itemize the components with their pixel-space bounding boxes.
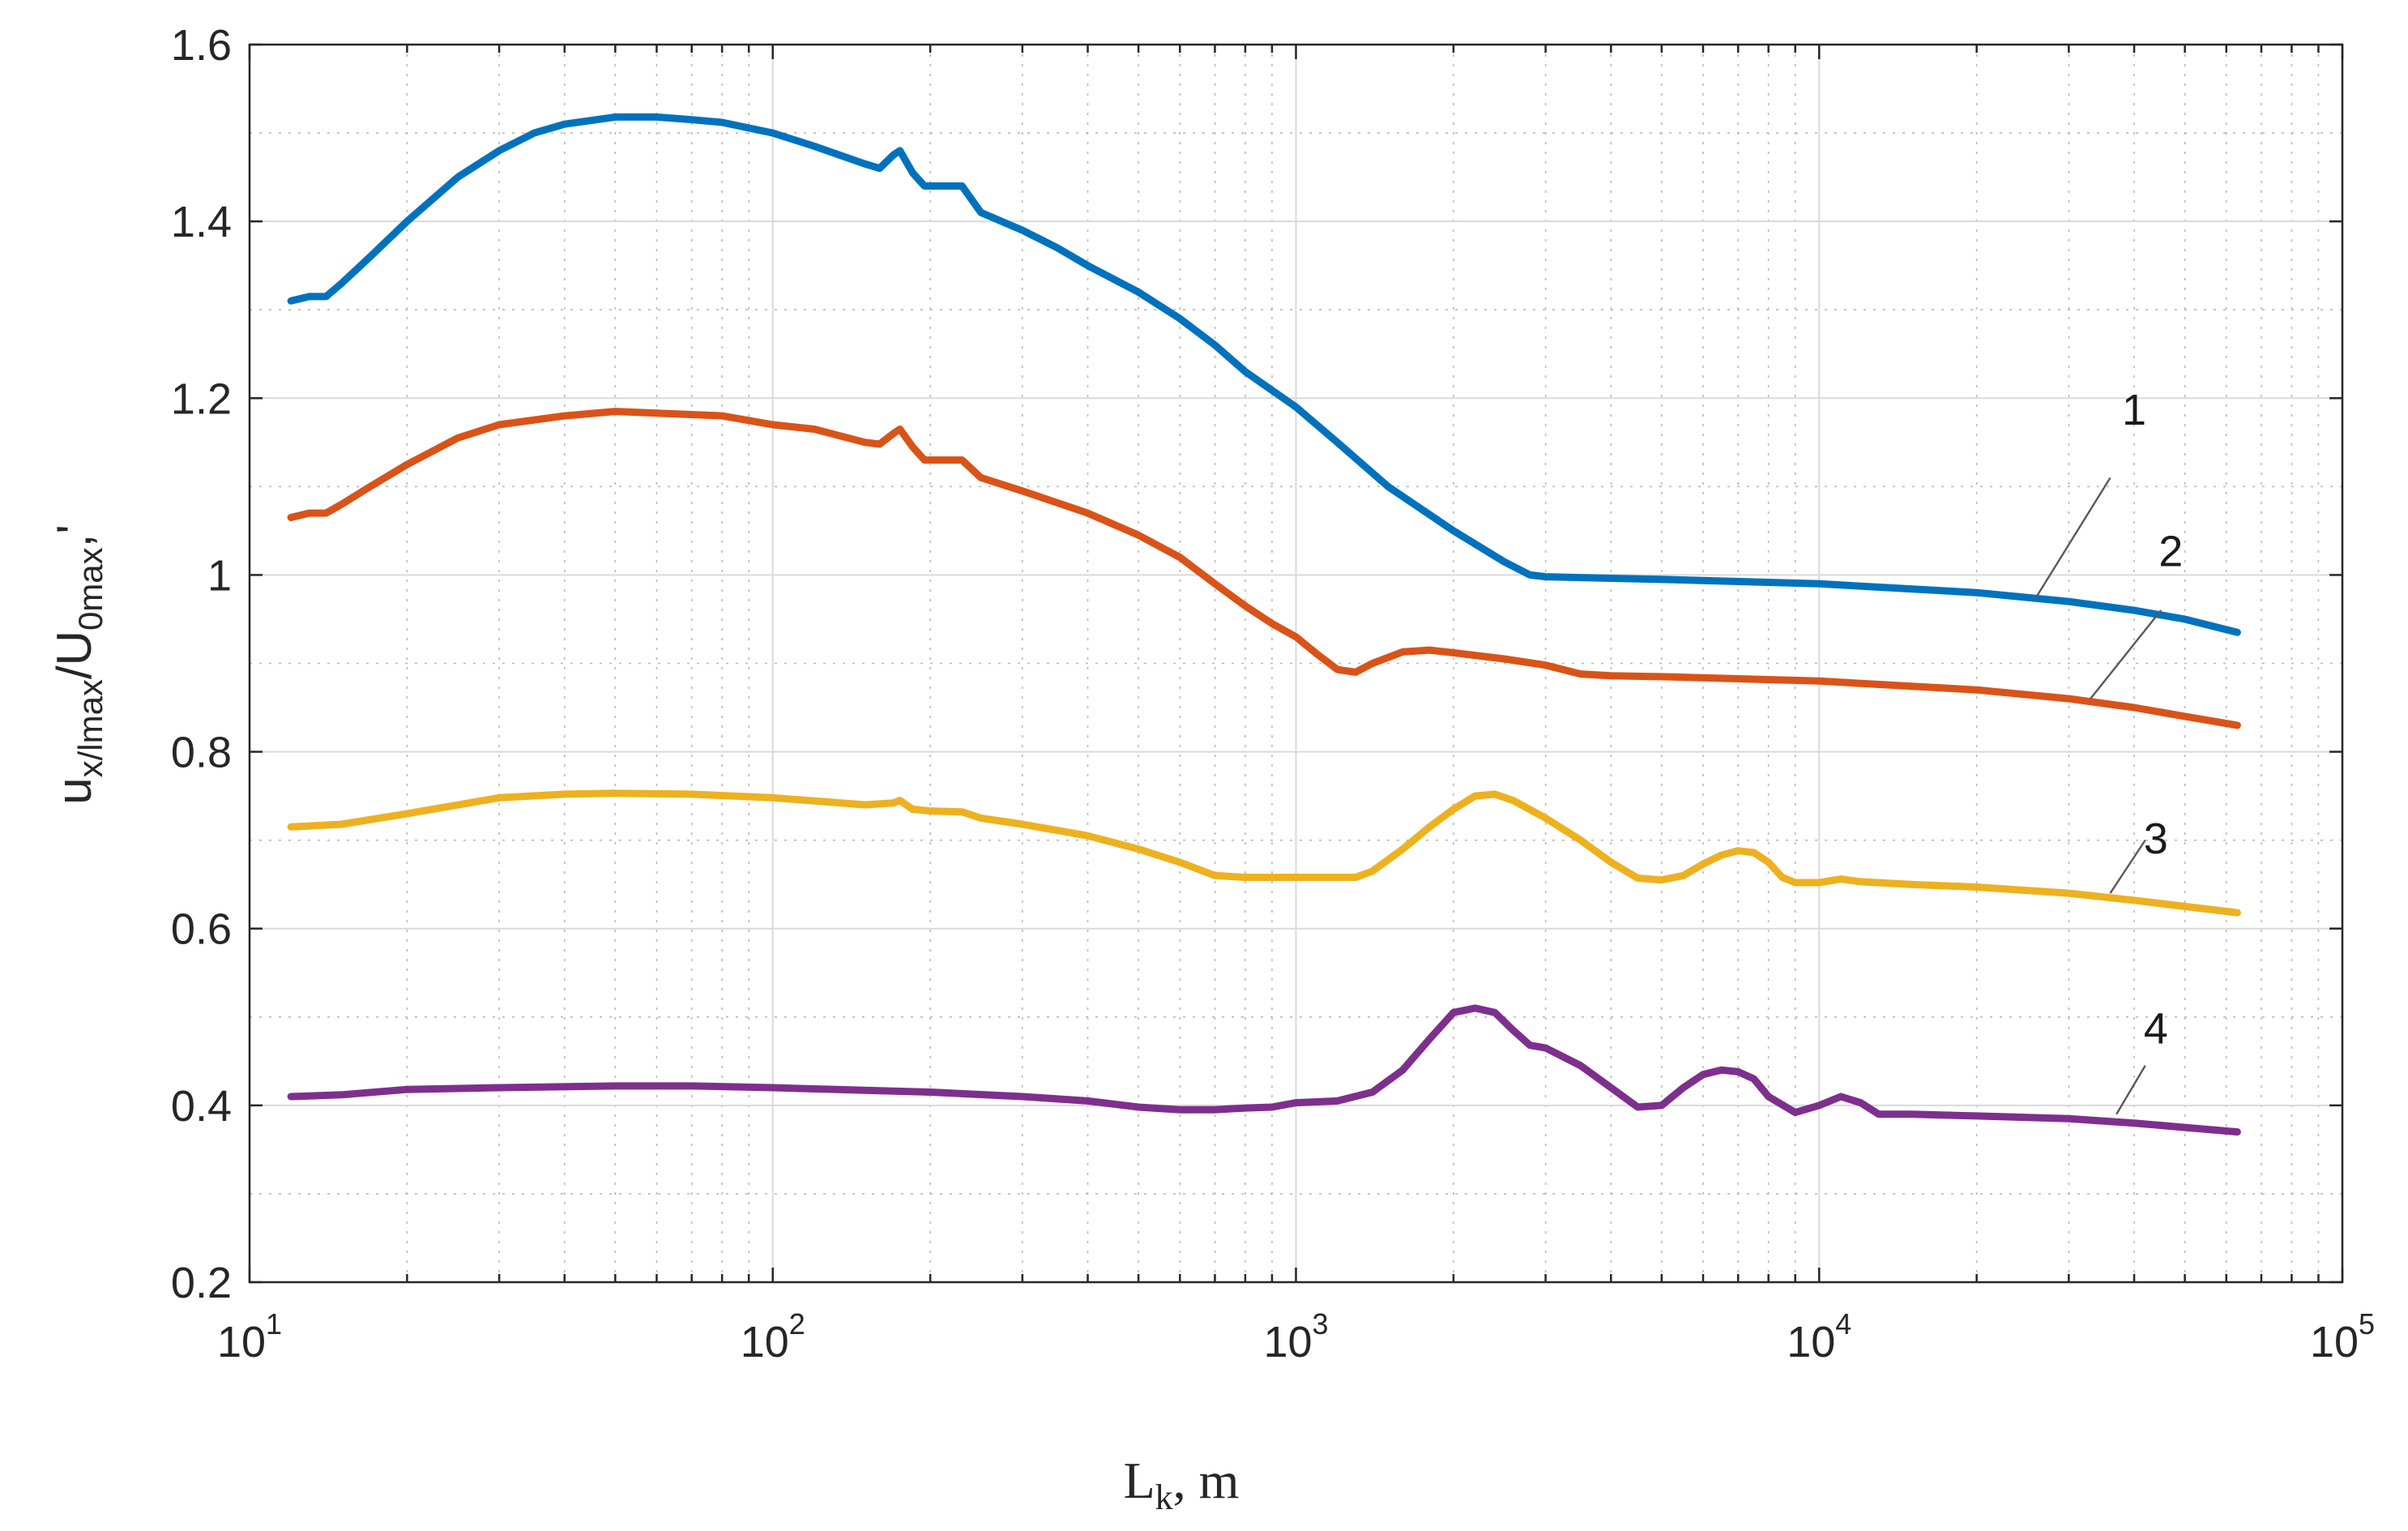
series-1-line <box>287 113 2241 636</box>
series-4-line <box>287 1004 2241 1136</box>
series-4-label: 4 <box>2144 1005 2168 1054</box>
x-tick-base: 10 <box>2310 1318 2359 1366</box>
series-2-line <box>287 408 2241 729</box>
major-grid <box>249 44 2343 1283</box>
y-tick-label: 1.2 <box>171 374 232 423</box>
x-axis-label: Lk, m <box>1124 1452 1240 1517</box>
x-tick-exponent: 1 <box>266 1307 282 1341</box>
y-axis-label-sub1: x/lmax <box>71 679 109 777</box>
x-tick-exponent: 5 <box>2359 1307 2375 1341</box>
x-axis-label-subscript: k <box>1155 1478 1173 1517</box>
series-1-leader-line <box>2035 477 2111 598</box>
x-tick-base: 10 <box>1263 1318 1312 1366</box>
x-tick-label: 102 <box>741 1307 805 1366</box>
y-axis-label-part2: /U <box>47 631 101 679</box>
x-axis-label-unit: , m <box>1173 1452 1240 1509</box>
x-tick-base: 10 <box>1787 1318 1835 1366</box>
x-tick-base: 10 <box>217 1318 266 1366</box>
y-tick-label: 0.4 <box>171 1082 232 1131</box>
y-axis-label-part1: u <box>47 777 101 804</box>
curve-labels: 1 2 3 4 <box>2122 386 2183 1054</box>
x-tick-label: 104 <box>1787 1307 1851 1366</box>
y-tick-label: 0.2 <box>171 1259 232 1307</box>
curve-leader-lines <box>2035 477 2163 1115</box>
series-3-label: 3 <box>2144 815 2168 863</box>
series-2-leader-line <box>2090 609 2163 699</box>
tick-marks <box>248 43 2344 1284</box>
y-tick-label: 1.4 <box>171 198 232 246</box>
series-2-label: 2 <box>2158 528 2183 576</box>
series-3-leader-line <box>2109 839 2146 894</box>
x-tick-exponent: 2 <box>789 1307 805 1341</box>
series-1-label: 1 <box>2122 386 2146 434</box>
x-tick-base: 10 <box>741 1318 789 1366</box>
y-axis-label-sub2: 0max <box>71 547 109 631</box>
series-layer <box>287 113 2241 1136</box>
series-4-leader-line <box>2116 1065 2146 1115</box>
y-tick-label: 0.6 <box>171 905 232 954</box>
x-tick-label: 105 <box>2310 1307 2375 1366</box>
y-tick-labels: 0.2 0.4 0.6 0.8 1 1.2 1.4 1.6 <box>171 21 232 1307</box>
x-tick-labels: 101 102 103 104 105 <box>217 1307 2375 1366</box>
y-axis-label: ux/lmax/U0max,' <box>47 524 109 805</box>
y-tick-label: 1 <box>207 551 232 600</box>
x-tick-exponent: 3 <box>1313 1307 1329 1341</box>
x-tick-exponent: 4 <box>1835 1307 1851 1341</box>
y-tick-label: 1.6 <box>171 21 232 70</box>
y-axis-label-part3: ,' <box>47 524 101 547</box>
x-tick-label: 101 <box>217 1307 282 1366</box>
y-tick-label: 0.8 <box>171 729 232 777</box>
x-tick-label: 103 <box>1263 1307 1328 1366</box>
x-axis-label-main: L <box>1124 1452 1155 1509</box>
series-3-line <box>287 789 2241 917</box>
